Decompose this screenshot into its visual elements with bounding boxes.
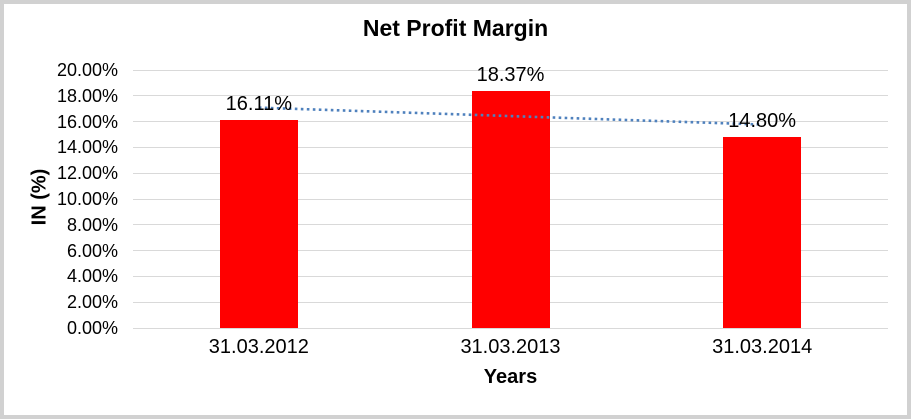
bar-31.03.2014 [723, 137, 802, 328]
net-profit-margin-chart: Net Profit Margin IN (%) 16.11% 18.37% 14.… [4, 4, 907, 415]
y-tick-label: 14.00% [56, 137, 118, 158]
gridline [133, 69, 888, 71]
data-label: 14.80% [728, 110, 797, 133]
y-tick-label: 10.00% [56, 189, 118, 209]
chart-title: Net Profit Margin [362, 15, 549, 41]
gridline [133, 327, 888, 329]
x-tick-label: 31.03.2012 [208, 336, 309, 358]
bar-31.03.2012 [219, 120, 298, 328]
y-tick-label: 12.00% [56, 163, 118, 184]
y-tick-label: 20.00% [56, 60, 118, 80]
x-tick-label: 31.03.2014 [712, 336, 813, 358]
data-label: 16.11% [225, 93, 292, 116]
y-tick-label: 6.00% [66, 240, 118, 261]
y-tick-label: 0.00% [66, 318, 118, 338]
x-tick-label: 31.03.2013 [460, 336, 561, 358]
y-tick-label: 8.00% [66, 214, 118, 235]
y-tick-label: 18.00% [56, 85, 118, 106]
data-label: 18.37% [476, 64, 545, 87]
x-axis-title: Years [483, 366, 538, 388]
y-tick-label: 2.00% [66, 292, 118, 313]
y-tick-label: 16.00% [56, 111, 118, 132]
y-tick-label: 4.00% [66, 266, 118, 287]
bar-31.03.2013 [471, 91, 550, 328]
